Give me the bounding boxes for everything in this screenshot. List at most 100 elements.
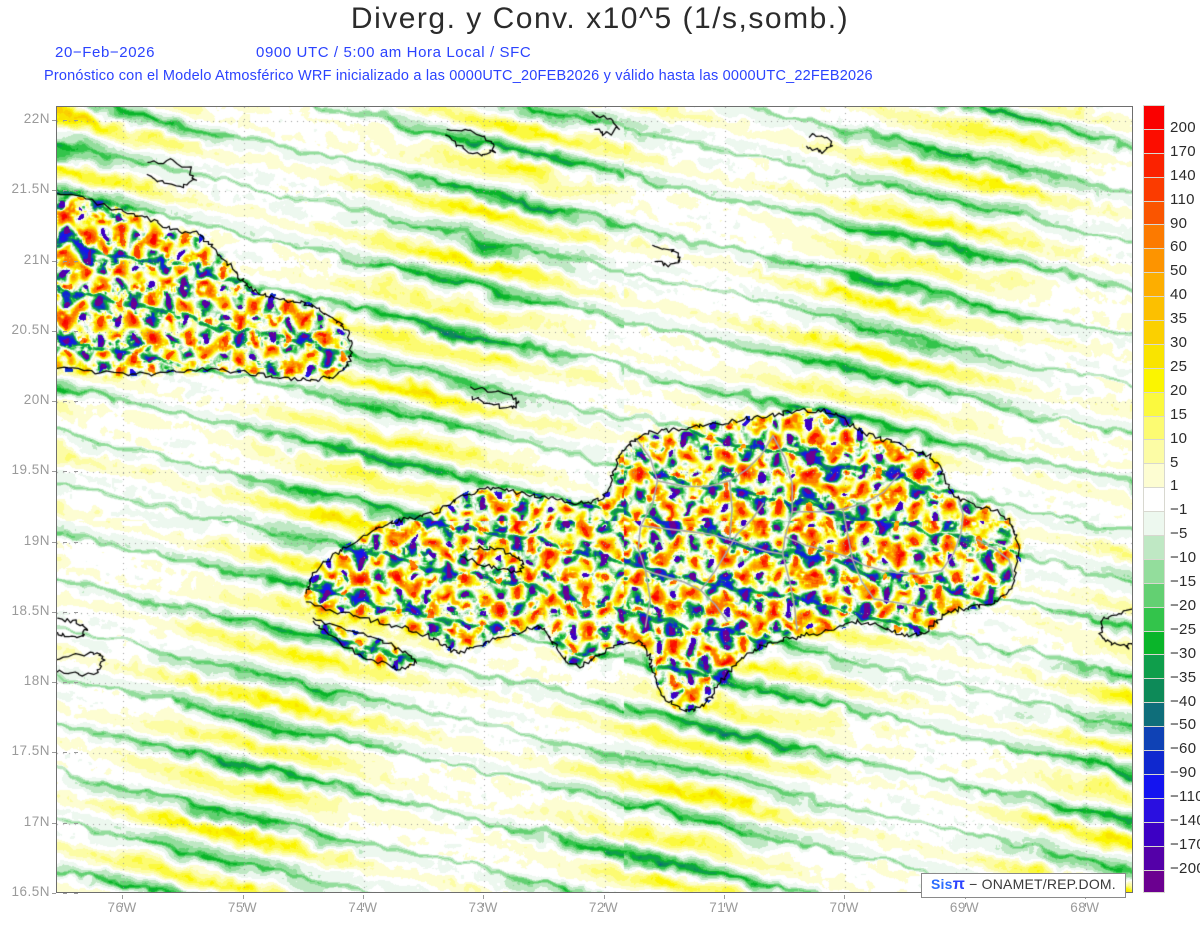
- colorbar-swatch: [1143, 678, 1165, 703]
- x-axis-tick-mark: [723, 903, 725, 907]
- colorbar-tick-label: −10: [1170, 549, 1197, 567]
- brand-name: Sis: [931, 876, 953, 892]
- y-axis-tick-mark: [52, 401, 56, 403]
- colorbar-swatch: [1143, 152, 1165, 177]
- y-axis-tick-mark: [52, 752, 56, 754]
- y-axis-tick-mark: [74, 682, 78, 684]
- y-axis-tick-mark: [52, 822, 56, 824]
- y-axis-tick-mark: [63, 190, 67, 192]
- x-axis-tick-mark: [844, 895, 846, 899]
- y-axis-tick-mark: [74, 120, 78, 122]
- colorbar-tick-label: 35: [1170, 310, 1188, 328]
- y-axis-tick-label: 16.5N: [11, 884, 50, 899]
- colorbar-swatch: [1143, 105, 1165, 129]
- y-axis-tick-label: 18N: [23, 673, 50, 689]
- colorbar-tick-label: 200: [1170, 118, 1196, 136]
- y-axis-tick-mark: [74, 541, 78, 543]
- colorbar-tick-label: −15: [1170, 573, 1197, 590]
- y-axis-tick-mark: [52, 471, 56, 473]
- colorbar-swatch: [1143, 630, 1165, 655]
- x-axis-tick-mark: [964, 903, 966, 907]
- y-axis-tick-mark: [74, 401, 78, 403]
- y-axis-tick-mark: [63, 471, 67, 473]
- colorbar-tick-label: −140: [1170, 812, 1200, 829]
- x-axis-tick-label: 73W: [468, 900, 498, 915]
- colorbar[interactable]: [1143, 105, 1165, 894]
- colorbar-swatch: [1143, 773, 1165, 798]
- y-axis-tick-mark: [63, 401, 67, 403]
- colorbar-tick-label: 90: [1170, 214, 1188, 232]
- x-axis-tick-mark: [483, 903, 485, 907]
- y-axis-tick-mark: [63, 822, 67, 824]
- colorbar-swatch: [1143, 343, 1165, 368]
- colorbar-tick-label: −30: [1170, 644, 1197, 662]
- colorbar-swatch: [1143, 750, 1165, 774]
- y-axis-tick-mark: [74, 471, 78, 473]
- colorbar-tick-label: 170: [1170, 142, 1196, 160]
- colorbar-tick-label: −25: [1170, 620, 1197, 638]
- x-axis-tick-mark: [122, 903, 124, 907]
- x-axis-tick-mark: [242, 903, 244, 907]
- page-title: Diverg. y Conv. x10^5 (1/s,somb.): [350, 2, 850, 35]
- colorbar-swatch: [1143, 320, 1165, 344]
- x-axis-tick-label: 69W: [949, 900, 980, 915]
- colorbar-tick-label: −1: [1170, 501, 1188, 519]
- colorbar-tick-label: 5: [1170, 453, 1179, 471]
- colorbar-tick-label: −110: [1170, 788, 1200, 806]
- organization-name: ONAMET/REP.DOM.: [981, 876, 1116, 892]
- colorbar-tick-label: −5: [1170, 525, 1188, 543]
- colorbar-tick-label: 110: [1170, 190, 1195, 208]
- x-axis-tick-mark: [603, 903, 605, 907]
- forecast-time: 0900 UTC / 5:00 am Hora Local / SFC: [256, 44, 532, 61]
- y-axis-tick-label: 21N: [23, 251, 50, 267]
- colorbar-tick-label: 25: [1170, 357, 1188, 375]
- colorbar-tick-label: −50: [1170, 716, 1197, 734]
- y-axis-tick-mark: [63, 541, 67, 543]
- colorbar-tick-label: −35: [1170, 668, 1197, 686]
- y-axis-tick-mark: [74, 893, 78, 894]
- y-axis-tick-mark: [52, 330, 56, 332]
- colorbar-swatch: [1143, 176, 1165, 201]
- colorbar-swatch: [1143, 367, 1165, 392]
- y-axis-tick-mark: [74, 260, 78, 262]
- map-plot-area[interactable]: [56, 106, 1133, 893]
- forecast-date: 20−Feb−2026: [55, 44, 156, 61]
- colorbar-swatch: [1143, 272, 1165, 297]
- brand-pi-icon: π: [952, 876, 966, 893]
- y-axis-tick-mark: [52, 190, 56, 192]
- x-axis-tick-label: 76W: [107, 900, 137, 915]
- y-axis-tick-label: 17.5N: [11, 743, 50, 759]
- colorbar-tick-label: 140: [1170, 166, 1196, 184]
- colorbar-swatch: [1143, 415, 1165, 440]
- y-axis-tick-mark: [63, 893, 67, 894]
- colorbar-tick-label: 20: [1170, 381, 1188, 399]
- colorbar-swatch: [1143, 797, 1165, 822]
- colorbar-swatch: [1143, 558, 1165, 583]
- colorbar-swatch: [1143, 702, 1165, 727]
- x-axis-tick-mark: [362, 895, 364, 899]
- colorbar-swatch: [1143, 821, 1165, 846]
- y-axis-tick-label: 20.5N: [11, 321, 50, 337]
- y-axis-tick-label: 20N: [23, 392, 50, 408]
- x-axis-tick-mark: [723, 895, 725, 899]
- colorbar-swatch: [1143, 869, 1165, 894]
- x-axis-tick-mark: [362, 903, 364, 907]
- y-axis-tick-mark: [63, 330, 67, 332]
- colorbar-tick-label: −90: [1170, 764, 1197, 782]
- y-axis-tick-mark: [63, 611, 67, 613]
- y-axis-tick-mark: [63, 120, 67, 122]
- colorbar-swatch: [1143, 439, 1165, 464]
- colorbar-swatch: [1143, 582, 1165, 607]
- attribution-box: Sisπ − ONAMET/REP.DOM.: [921, 873, 1126, 898]
- colorbar-tick-label: 30: [1170, 334, 1188, 351]
- colorbar-tick-label: 50: [1170, 262, 1188, 280]
- colorbar-swatch: [1143, 248, 1165, 273]
- colorbar-swatch: [1143, 726, 1165, 751]
- y-axis-tick-mark: [52, 611, 56, 613]
- y-axis-tick-mark: [74, 330, 78, 332]
- x-axis-tick-mark: [242, 895, 244, 899]
- y-axis-tick-mark: [52, 682, 56, 684]
- y-axis-tick-label: 17N: [23, 813, 50, 829]
- x-axis-tick-label: 68W: [1070, 900, 1100, 915]
- colorbar-tick-label: −20: [1170, 596, 1197, 614]
